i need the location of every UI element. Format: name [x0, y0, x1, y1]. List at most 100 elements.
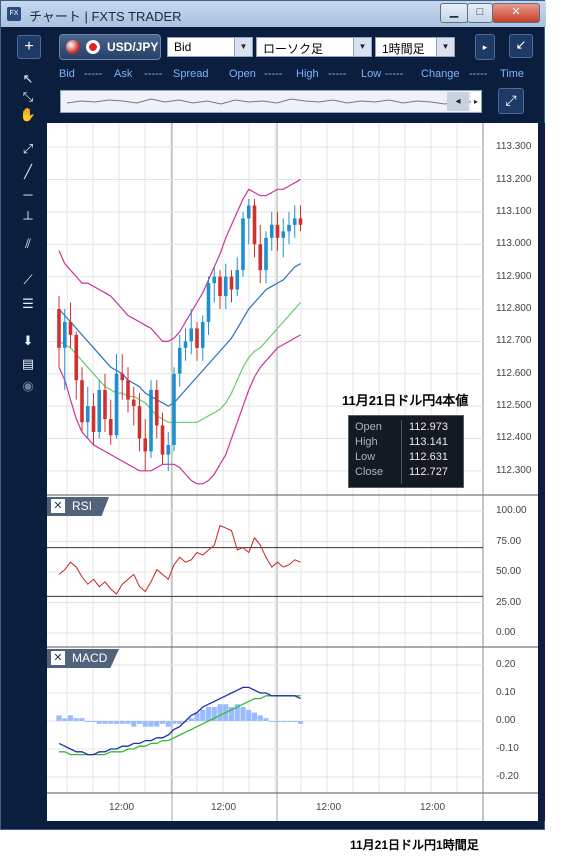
close-rsi-icon[interactable]: ✕ — [51, 499, 65, 513]
high-value: 113.141 — [409, 436, 448, 448]
macd-histogram-bar — [269, 721, 275, 722]
symbol-button[interactable]: USD/JPY — [59, 34, 161, 60]
cursor-icon[interactable]: ↖ — [22, 71, 34, 86]
macd-histogram-bar — [177, 721, 183, 724]
quote-label-high: High — [296, 68, 319, 80]
time-axis-tick: 12:00 — [109, 802, 135, 813]
candle-body — [258, 244, 263, 271]
candle-body — [62, 321, 67, 348]
macd-histogram-bar — [228, 707, 235, 721]
macd-histogram-bar — [234, 704, 240, 721]
candle-body — [103, 389, 107, 420]
macd-signal-line — [59, 695, 301, 756]
macd-histogram-bar — [108, 721, 114, 724]
price-type-value: Bid — [174, 40, 192, 54]
line-tool-icon[interactable]: ╱ — [24, 164, 32, 179]
macd-histogram-bar — [148, 721, 154, 727]
price-axis-tick: 112.800 — [496, 303, 532, 314]
price-axis-tick: 112.300 — [496, 464, 532, 476]
quote-dashes: ----- — [264, 68, 283, 80]
vertical-line-icon[interactable]: ┴ — [23, 211, 33, 226]
price-ticker-strip[interactable]: ◂ ▸ — [60, 90, 482, 113]
macd-histogram-bar — [165, 721, 171, 727]
jp-flag-icon — [86, 40, 100, 54]
parallel-lines-icon[interactable]: ⫽ — [25, 236, 31, 251]
price-axis-tick: 112.500 — [496, 400, 532, 412]
candle-body — [177, 347, 182, 374]
add-chart-button[interactable]: + — [17, 35, 41, 59]
macd-axis-tick: 0.00 — [496, 715, 516, 726]
macd-histogram-bar — [200, 709, 206, 721]
close-value: 112.727 — [409, 466, 448, 478]
macd-histogram-bar — [73, 718, 79, 721]
macd-histogram-bar — [292, 721, 298, 722]
close-macd-icon[interactable]: ✕ — [51, 651, 65, 665]
ticker-scroll-right-button[interactable]: ▸ — [471, 92, 481, 111]
quote-label-ask: Ask — [114, 68, 133, 80]
timeframe-select[interactable]: 1時間足 ▼ — [375, 37, 455, 57]
macd-histogram-bar — [240, 707, 246, 721]
macd-pane — [56, 686, 304, 756]
bollinger-lower-line — [58, 334, 301, 485]
rsi-axis-tick: 50.00 — [496, 566, 522, 577]
candle-body — [218, 276, 222, 297]
quote-dashes: ----- — [385, 68, 404, 80]
candle-body — [166, 444, 171, 455]
price-axis-tick: 112.400 — [496, 432, 532, 444]
candle-body — [160, 425, 165, 455]
candle-body — [154, 389, 159, 426]
quote-dashes: ----- — [328, 68, 347, 80]
trend-tool-icon[interactable]: ⤢ — [22, 141, 34, 156]
crosshair-cursor-icon[interactable]: ⤡ — [22, 89, 34, 104]
candle-body — [223, 276, 228, 297]
price-type-select[interactable]: Bid ▼ — [167, 37, 253, 57]
minimize-button[interactable]: ▁ — [440, 3, 468, 23]
macd-histogram-bar — [142, 721, 148, 727]
window-title: チャート | FXTS TRADER — [29, 9, 182, 24]
macd-histogram-bar — [251, 712, 258, 721]
toolbar-menu-button[interactable]: ▸ — [475, 34, 495, 60]
macd-histogram-bar — [280, 721, 286, 722]
price-axis-tick: 113.200 — [496, 173, 532, 185]
ohlc-annotation-title: 11月21日ドル円4本値 — [342, 393, 469, 408]
price-axis-tick: 112.900 — [496, 270, 532, 282]
candle-body — [246, 205, 251, 219]
macd-histogram-bar — [286, 721, 292, 722]
candle-body — [212, 276, 217, 284]
candle-body — [97, 389, 102, 432]
low-label: Low — [355, 451, 376, 463]
rsi-pane — [47, 524, 483, 597]
macd-histogram-bar — [131, 721, 137, 727]
chart-toolbar: + USD/JPY Bid ▼ ローソク足 ▼ 1時間足 ▼ ▸ ↙ — [9, 34, 539, 60]
macd-histogram-bar — [119, 721, 125, 724]
fullscreen-button[interactable]: ⤢ — [498, 88, 524, 114]
hand-icon[interactable]: ✋ — [19, 107, 37, 122]
candle-body — [229, 276, 234, 290]
candle-body — [195, 328, 199, 348]
ticker-scroll-left-button[interactable]: ◂ — [447, 92, 469, 111]
horizontal-line-icon[interactable]: ─ — [23, 187, 33, 202]
macd-histogram-bar — [274, 721, 281, 722]
close-button[interactable]: ✕ — [492, 3, 540, 23]
candle-body — [57, 309, 61, 348]
quote-dashes: ----- — [144, 68, 163, 80]
fibonacci-icon[interactable]: ☰ — [22, 296, 34, 311]
macd-histogram-bar — [96, 721, 102, 724]
fan-tool-icon[interactable]: ⟋ — [23, 272, 33, 287]
close-label: Close — [355, 466, 384, 478]
list-icon[interactable]: ▤ — [21, 356, 35, 371]
maximize-button[interactable]: □ — [467, 3, 493, 23]
price-axis-tick: 113.300 — [496, 141, 532, 153]
vertical-scrollbar[interactable] — [539, 123, 545, 821]
camera-icon[interactable]: ◉ — [22, 378, 34, 393]
download-icon[interactable]: ⬇ — [22, 333, 34, 348]
ohlc-divider — [401, 420, 402, 484]
candle-body — [149, 389, 153, 452]
ohlc-row-close: Close 112.727 — [349, 466, 465, 481]
time-axis-tick: 12:00 — [211, 802, 237, 813]
price-axis-tick: 112.600 — [496, 367, 532, 379]
undock-button[interactable]: ↙ — [509, 34, 533, 58]
chart-type-select[interactable]: ローソク足 ▼ — [256, 37, 372, 57]
macd-histogram-bar — [113, 721, 120, 724]
candle-body — [241, 218, 245, 271]
